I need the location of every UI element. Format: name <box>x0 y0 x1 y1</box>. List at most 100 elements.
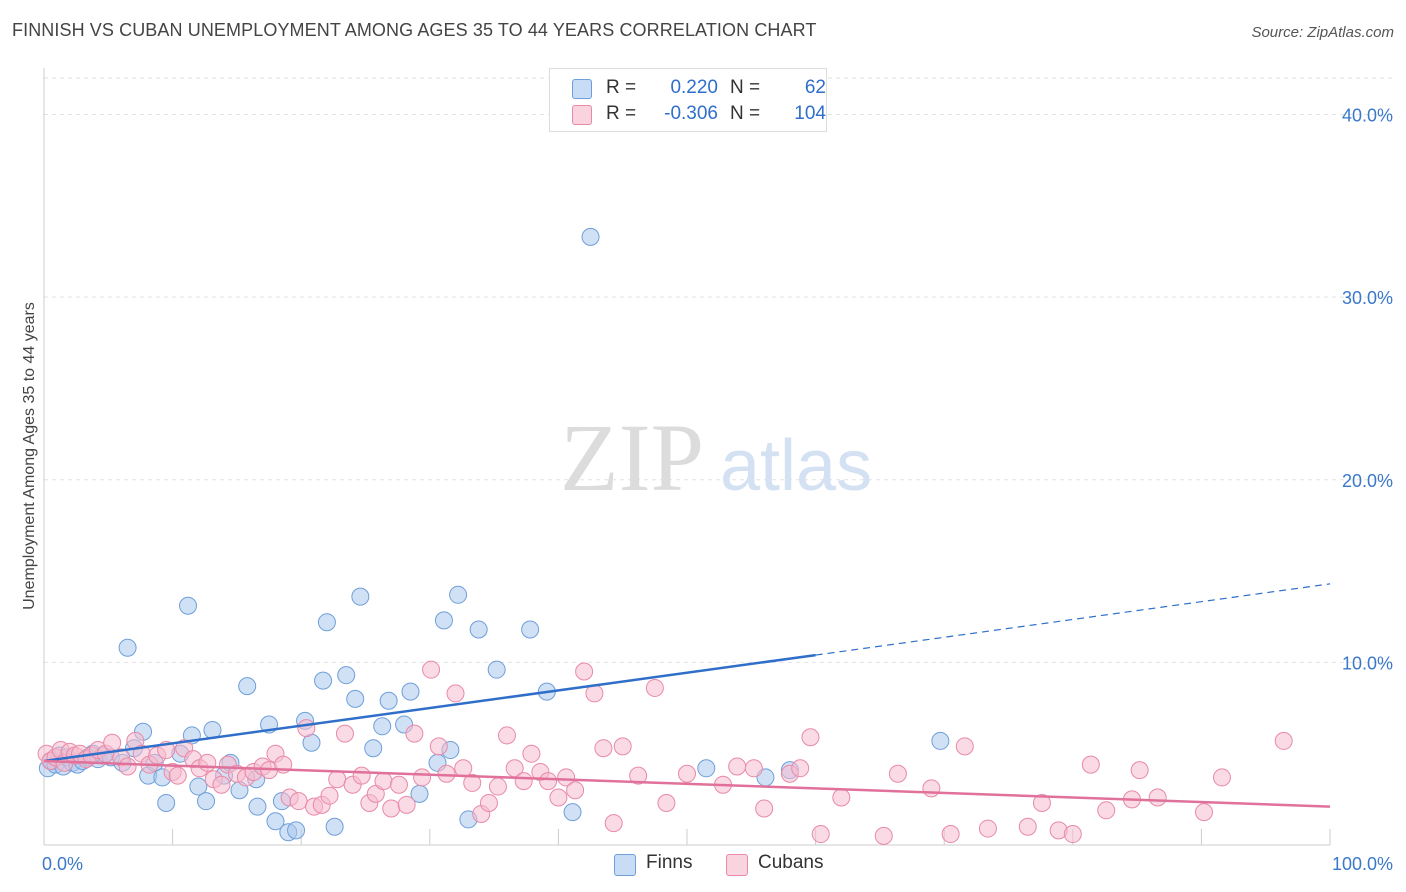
data-point-finns <box>314 671 333 690</box>
data-point-cubans <box>352 766 371 785</box>
data-point-cubans <box>429 737 448 756</box>
data-point-cubans <box>955 737 974 756</box>
data-point-finns <box>931 731 950 750</box>
chart-title: FINNISH VS CUBAN UNEMPLOYMENT AMONG AGES… <box>12 20 817 40</box>
data-point-cubans <box>922 779 941 798</box>
data-point-cubans <box>811 825 830 844</box>
data-point-cubans <box>1194 803 1213 822</box>
legend-r-value: 0.220 <box>670 77 718 98</box>
data-point-finns <box>287 821 306 840</box>
data-point-finns <box>487 660 506 679</box>
y-tick-label: 20.0% <box>1342 471 1393 491</box>
data-point-cubans <box>1032 793 1051 812</box>
legend-n-label: N = <box>730 77 761 98</box>
data-point-cubans <box>422 660 441 679</box>
data-point-cubans <box>479 793 498 812</box>
series-cubans-points <box>37 660 1293 845</box>
data-point-finns <box>266 812 285 831</box>
data-point-finns <box>248 797 267 816</box>
data-point-finns <box>189 777 208 796</box>
data-point-cubans <box>1081 755 1100 774</box>
data-point-cubans <box>728 757 747 776</box>
source-label: Source: ZipAtlas.com <box>1251 24 1394 41</box>
data-point-cubans <box>463 773 482 792</box>
data-point-cubans <box>678 764 696 783</box>
data-point-cubans <box>514 772 533 791</box>
data-point-cubans <box>755 799 774 818</box>
data-point-cubans <box>405 724 424 743</box>
data-point-finns <box>581 227 600 246</box>
data-point-cubans <box>657 793 676 812</box>
data-point-cubans <box>941 825 960 844</box>
data-point-cubans <box>297 719 316 738</box>
data-point-cubans <box>103 733 122 752</box>
y-tick-label: 40.0% <box>1342 106 1393 126</box>
data-point-cubans <box>374 772 393 791</box>
data-point-cubans <box>335 724 354 743</box>
data-point-cubans <box>454 759 473 778</box>
data-point-cubans <box>437 764 456 783</box>
data-point-finns <box>197 792 216 811</box>
data-point-cubans <box>629 766 648 785</box>
bottom-legend-label-finns: Finns <box>646 852 693 873</box>
bottom-legend-swatch-cubans <box>726 854 748 876</box>
data-point-cubans <box>744 759 763 778</box>
y-tick-label: 30.0% <box>1342 288 1393 308</box>
legend-r-label: R = <box>606 103 637 124</box>
data-point-finns <box>238 677 257 696</box>
watermark-zip: ZIP <box>560 404 704 511</box>
data-point-finns <box>379 691 398 710</box>
data-point-cubans <box>382 799 401 818</box>
data-point-cubans <box>413 768 432 787</box>
data-point-cubans <box>791 759 810 778</box>
data-point-cubans <box>328 770 347 789</box>
x-tick-label: 0.0% <box>42 854 83 874</box>
y-axis-label: Unemployment Among Ages 35 to 44 years <box>21 302 38 610</box>
legend-r-value: -0.306 <box>664 103 718 124</box>
y-tick-label: 10.0% <box>1342 653 1393 673</box>
bottom-legend-label-cubans: Cubans <box>758 852 824 873</box>
data-point-finns <box>317 613 336 632</box>
data-point-finns <box>325 817 344 836</box>
data-point-cubans <box>594 739 613 758</box>
data-point-cubans <box>645 678 664 697</box>
data-point-finns <box>521 620 540 639</box>
tick-labels: 10.0% 20.0% 30.0% 40.0% 0.0% 100.0% <box>42 106 1393 874</box>
data-point-cubans <box>320 786 339 805</box>
data-point-cubans <box>389 775 408 794</box>
data-point-cubans <box>1063 825 1082 844</box>
data-point-cubans <box>289 792 308 811</box>
trend-line-extension-finns <box>815 583 1331 656</box>
data-point-finns <box>364 739 383 758</box>
data-point-cubans <box>557 768 576 787</box>
data-point-cubans <box>118 757 137 776</box>
data-point-cubans <box>497 726 516 745</box>
bottom-legend-swatch-finns <box>614 854 636 876</box>
data-point-cubans <box>613 737 632 756</box>
data-point-finns <box>337 666 356 685</box>
data-point-finns <box>118 638 137 657</box>
data-point-finns <box>351 587 370 606</box>
data-point-cubans <box>168 766 187 785</box>
legend-swatch-cubans <box>572 105 592 125</box>
data-point-finns <box>157 793 176 812</box>
data-point-cubans <box>1274 731 1293 750</box>
axes <box>43 68 1331 846</box>
data-point-finns <box>346 689 365 708</box>
data-point-cubans <box>397 795 416 814</box>
data-point-cubans <box>212 775 231 794</box>
data-point-cubans <box>874 826 893 845</box>
legend-n-label: N = <box>730 103 761 124</box>
data-point-cubans <box>539 772 558 791</box>
data-point-finns <box>179 596 198 615</box>
data-point-cubans <box>604 814 623 833</box>
trend-line-finns <box>43 653 816 763</box>
legend-n-value: 62 <box>804 77 826 98</box>
trend-lines <box>43 583 1331 808</box>
data-point-cubans <box>832 788 851 807</box>
watermark: ZIP atlas <box>560 404 872 511</box>
legend-n-value: 104 <box>794 103 826 124</box>
watermark-atlas: atlas <box>720 426 872 506</box>
data-point-finns <box>563 803 582 822</box>
